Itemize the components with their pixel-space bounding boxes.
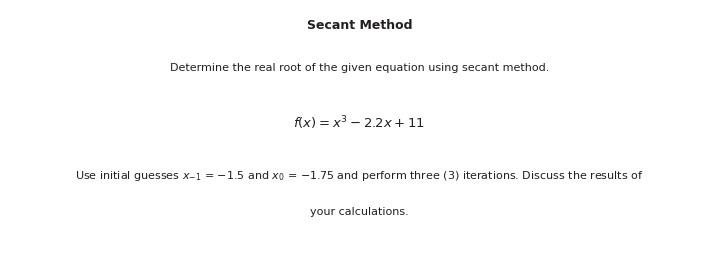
Text: Determine the real root of the given equation using secant method.: Determine the real root of the given equ… <box>170 63 549 73</box>
Text: Secant Method: Secant Method <box>307 19 412 32</box>
Text: Use initial guesses $x_{-1}$ = −1.5 and $x_0$ = −1.75 and perform three (3) iter: Use initial guesses $x_{-1}$ = −1.5 and … <box>75 169 644 183</box>
Text: $f(x) = x^3 - 2.2x + 11$: $f(x) = x^3 - 2.2x + 11$ <box>293 114 426 132</box>
Text: your calculations.: your calculations. <box>310 207 409 217</box>
